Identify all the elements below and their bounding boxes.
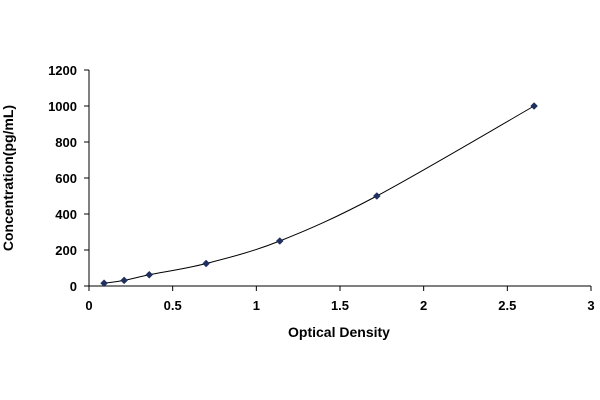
data-points — [100, 102, 538, 288]
data-point — [120, 276, 128, 285]
y-tick-labels: 0 200 400 600 800 1000 1200 — [48, 63, 77, 294]
y-tick-label: 800 — [55, 135, 77, 150]
y-tick-label: 1200 — [48, 63, 77, 78]
data-point — [145, 270, 154, 279]
x-tick-label: 1 — [253, 298, 260, 313]
x-axis-title: Optical Density — [288, 324, 390, 340]
y-axis-title: Concentration(pg/mL) — [0, 105, 16, 251]
y-tick-label: 200 — [55, 243, 77, 258]
x-tick-label: 2.5 — [498, 298, 516, 313]
data-point — [275, 237, 284, 245]
x-tick-label: 0 — [85, 298, 92, 313]
data-point — [530, 102, 538, 110]
y-tick-label: 400 — [55, 207, 77, 222]
x-tick-label: 3 — [587, 298, 594, 313]
data-point — [372, 192, 381, 200]
trend-curve — [103, 105, 535, 284]
x-tick-label: 0.5 — [164, 298, 182, 313]
x-tick-label: 2 — [420, 298, 427, 313]
x-tick-label: 1.5 — [331, 298, 349, 313]
tick-marks — [84, 69, 592, 291]
data-point — [100, 279, 108, 288]
axes — [88, 70, 591, 287]
x-tick-labels: 0 0.5 1 1.5 2 2.5 3 — [85, 298, 594, 313]
y-tick-label: 600 — [55, 171, 77, 186]
data-point — [202, 259, 210, 268]
y-tick-label: 1000 — [48, 99, 77, 114]
y-tick-label: 0 — [70, 279, 77, 294]
